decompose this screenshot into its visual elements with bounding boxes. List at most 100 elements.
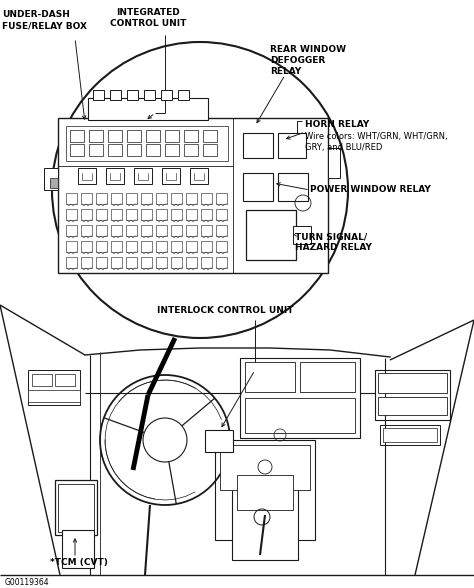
Bar xyxy=(171,193,182,204)
Text: Wire colors: WHT/GRN, WHT/GRN,
GRY, and BLU/RED: Wire colors: WHT/GRN, WHT/GRN, GRY, and … xyxy=(305,132,447,152)
Text: UNDER-DASH
FUSE/RELAY BOX: UNDER-DASH FUSE/RELAY BOX xyxy=(2,10,87,30)
Bar xyxy=(111,209,122,220)
Bar xyxy=(127,130,141,142)
Bar xyxy=(110,90,121,100)
Bar xyxy=(156,241,167,252)
Text: G00119364: G00119364 xyxy=(5,578,50,587)
Bar xyxy=(243,133,273,158)
Bar xyxy=(96,241,107,252)
Bar xyxy=(186,257,197,268)
Bar xyxy=(237,475,293,510)
Bar xyxy=(126,209,137,220)
Bar xyxy=(203,130,217,142)
Bar xyxy=(55,374,75,386)
Bar xyxy=(141,225,152,236)
Bar xyxy=(106,168,124,184)
Bar xyxy=(186,241,197,252)
Bar xyxy=(245,362,295,392)
Bar xyxy=(126,241,137,252)
Text: *TCM (CVT): *TCM (CVT) xyxy=(50,558,108,567)
Bar xyxy=(111,193,122,204)
Bar xyxy=(383,428,437,442)
Bar xyxy=(380,425,440,445)
Bar xyxy=(278,133,306,158)
Bar xyxy=(96,257,107,268)
Bar xyxy=(111,257,122,268)
Bar xyxy=(186,225,197,236)
Bar xyxy=(165,144,179,156)
Bar xyxy=(28,370,80,405)
Text: REAR WINDOW
DEFOGGER
RELAY: REAR WINDOW DEFOGGER RELAY xyxy=(270,45,346,76)
Bar xyxy=(141,209,152,220)
Bar xyxy=(378,373,447,393)
Bar xyxy=(126,257,137,268)
Bar xyxy=(293,226,311,244)
Bar xyxy=(126,225,137,236)
Bar xyxy=(66,193,77,204)
Bar xyxy=(162,168,180,184)
Bar xyxy=(111,225,122,236)
Text: HORN RELAY: HORN RELAY xyxy=(305,120,369,129)
Bar xyxy=(184,144,198,156)
Bar xyxy=(184,130,198,142)
Bar xyxy=(141,241,152,252)
Bar xyxy=(216,209,227,220)
Bar xyxy=(243,173,273,201)
Bar xyxy=(300,362,355,392)
Bar xyxy=(127,144,141,156)
Bar xyxy=(58,484,94,532)
Bar xyxy=(146,130,160,142)
Bar xyxy=(89,130,103,142)
Bar xyxy=(171,225,182,236)
Bar xyxy=(108,144,122,156)
Bar xyxy=(89,144,103,156)
Bar xyxy=(96,209,107,220)
Text: TURN SIGNAL/
HAZARD RELAY: TURN SIGNAL/ HAZARD RELAY xyxy=(295,232,372,252)
Bar xyxy=(378,397,447,415)
Bar xyxy=(216,257,227,268)
Bar xyxy=(161,90,172,100)
Bar xyxy=(278,173,308,201)
Bar xyxy=(245,398,355,433)
Bar xyxy=(201,193,212,204)
Bar xyxy=(246,210,296,260)
Bar xyxy=(156,193,167,204)
Bar xyxy=(201,257,212,268)
Bar xyxy=(186,209,197,220)
Bar xyxy=(186,193,197,204)
Bar xyxy=(328,148,340,178)
Bar xyxy=(144,90,155,100)
Text: INTERLOCK CONTROL UNIT: INTERLOCK CONTROL UNIT xyxy=(157,306,293,315)
Bar xyxy=(240,358,360,438)
Bar xyxy=(96,225,107,236)
Bar xyxy=(62,530,94,568)
Bar xyxy=(81,193,92,204)
Bar xyxy=(66,209,77,220)
Bar xyxy=(375,370,450,420)
Bar xyxy=(66,225,77,236)
Bar xyxy=(96,193,107,204)
Bar xyxy=(66,257,77,268)
Text: POWER WINDOW RELAY: POWER WINDOW RELAY xyxy=(310,185,431,194)
Bar xyxy=(58,118,328,273)
Bar xyxy=(66,126,228,161)
Bar xyxy=(141,257,152,268)
Bar xyxy=(216,241,227,252)
Bar xyxy=(111,241,122,252)
Bar xyxy=(201,225,212,236)
Bar xyxy=(156,225,167,236)
Bar xyxy=(44,168,58,190)
Bar xyxy=(81,257,92,268)
Bar xyxy=(156,209,167,220)
Bar xyxy=(78,168,96,184)
Bar xyxy=(70,144,84,156)
Bar xyxy=(88,98,208,120)
Bar xyxy=(190,168,208,184)
Bar xyxy=(50,178,58,188)
Bar xyxy=(28,390,80,402)
Bar xyxy=(201,241,212,252)
Bar xyxy=(81,209,92,220)
Bar xyxy=(215,440,315,540)
Bar xyxy=(146,144,160,156)
Bar xyxy=(201,209,212,220)
